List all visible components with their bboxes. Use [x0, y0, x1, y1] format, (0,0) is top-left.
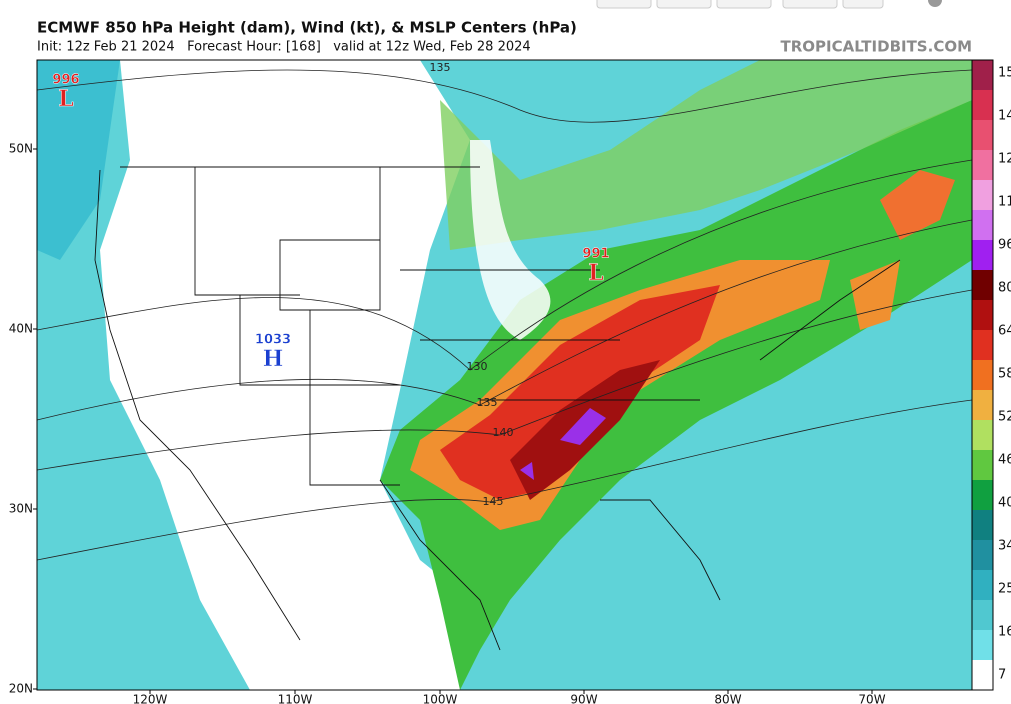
- lon-label: 70W: [858, 693, 885, 704]
- colorbar-label: 14: [998, 109, 1011, 124]
- colorbar-label: 11: [998, 195, 1011, 210]
- toolbar: [596, 0, 942, 9]
- colorbar-swatch: [972, 180, 993, 211]
- colorbar-swatch: [972, 450, 993, 481]
- contour-label: 130: [467, 360, 488, 373]
- center-pressure: 996: [52, 73, 79, 88]
- settings-icon[interactable]: [928, 0, 942, 7]
- colorbar-swatch: [972, 540, 993, 571]
- colorbar-label: 12: [998, 152, 1011, 167]
- colorbar-label: 25: [998, 582, 1011, 597]
- colorbar-label: 40: [998, 496, 1011, 511]
- colorbar-swatch: [972, 240, 993, 271]
- colorbar-label: 52: [998, 410, 1011, 425]
- colorbar-swatch: [972, 210, 993, 241]
- lon-label: 100W: [423, 693, 458, 704]
- colorbar-label: 64: [998, 324, 1011, 339]
- colorbar-swatch: [972, 660, 993, 691]
- center-letter: L: [588, 260, 603, 286]
- toolbar-button[interactable]: [716, 0, 772, 9]
- center-pressure: 1033: [255, 333, 291, 348]
- colorbar-swatch: [972, 570, 993, 601]
- center-pressure: 991: [582, 247, 609, 262]
- colorbar-swatch: [972, 480, 993, 511]
- colorbar-swatch: [972, 420, 993, 451]
- colorbar-label: 16: [998, 625, 1011, 640]
- toolbar-button[interactable]: [782, 0, 838, 9]
- subtitle: Init: 12z Feb 21 2024 Forecast Hour: [16…: [37, 40, 531, 55]
- colorbar-label: 58: [998, 367, 1011, 382]
- colorbar-label: 34: [998, 539, 1011, 554]
- colorbar-label: 46: [998, 453, 1011, 468]
- contour-label: 135: [430, 61, 451, 74]
- colorbar-label: 80: [998, 281, 1011, 296]
- map-field: [37, 60, 972, 690]
- colorbar-swatch: [972, 630, 993, 661]
- site-credit: TROPICALTIDBITS.COM: [781, 38, 973, 56]
- contour-label: 145: [483, 495, 504, 508]
- toolbar-button[interactable]: [656, 0, 712, 9]
- contour-label: 140: [493, 426, 514, 439]
- lon-label: 120W: [133, 693, 168, 704]
- colorbar-swatch: [972, 120, 993, 151]
- lon-label: 80W: [714, 693, 741, 704]
- colorbar-swatch: [972, 330, 993, 361]
- center-letter: H: [263, 346, 284, 372]
- colorbar-swatch: [972, 600, 993, 631]
- colorbar-swatch: [972, 300, 993, 331]
- colorbar-swatch: [972, 270, 993, 301]
- lat-label: 50N: [9, 142, 33, 156]
- colorbar-label: 15: [998, 66, 1011, 81]
- toolbar-button[interactable]: [596, 0, 652, 9]
- colorbar-swatch: [972, 360, 993, 391]
- colorbar-swatch: [972, 510, 993, 541]
- center-letter: L: [58, 86, 73, 112]
- colorbar-swatch: [972, 60, 993, 91]
- colorbar-label: 96: [998, 238, 1011, 253]
- lat-label: 40N: [9, 322, 33, 336]
- contour-label: 135: [477, 396, 498, 409]
- toolbar-button[interactable]: [842, 0, 884, 9]
- lon-label: 110W: [278, 693, 313, 704]
- lon-label: 90W: [570, 693, 597, 704]
- colorbar-swatch: [972, 390, 993, 421]
- colorbar-swatch: [972, 150, 993, 181]
- colorbar: 15 14 12 11 96 80 64 58 52 46 40 34 25 16 7: [971, 59, 1011, 691]
- colorbar-label: 7: [998, 668, 1006, 683]
- colorbar-frame: [971, 59, 994, 691]
- lat-label: 30N: [9, 502, 33, 516]
- colorbar-swatch: [972, 90, 993, 121]
- title: ECMWF 850 hPa Height (dam), Wind (kt), &…: [37, 19, 577, 37]
- lat-label: 20N: [9, 682, 33, 696]
